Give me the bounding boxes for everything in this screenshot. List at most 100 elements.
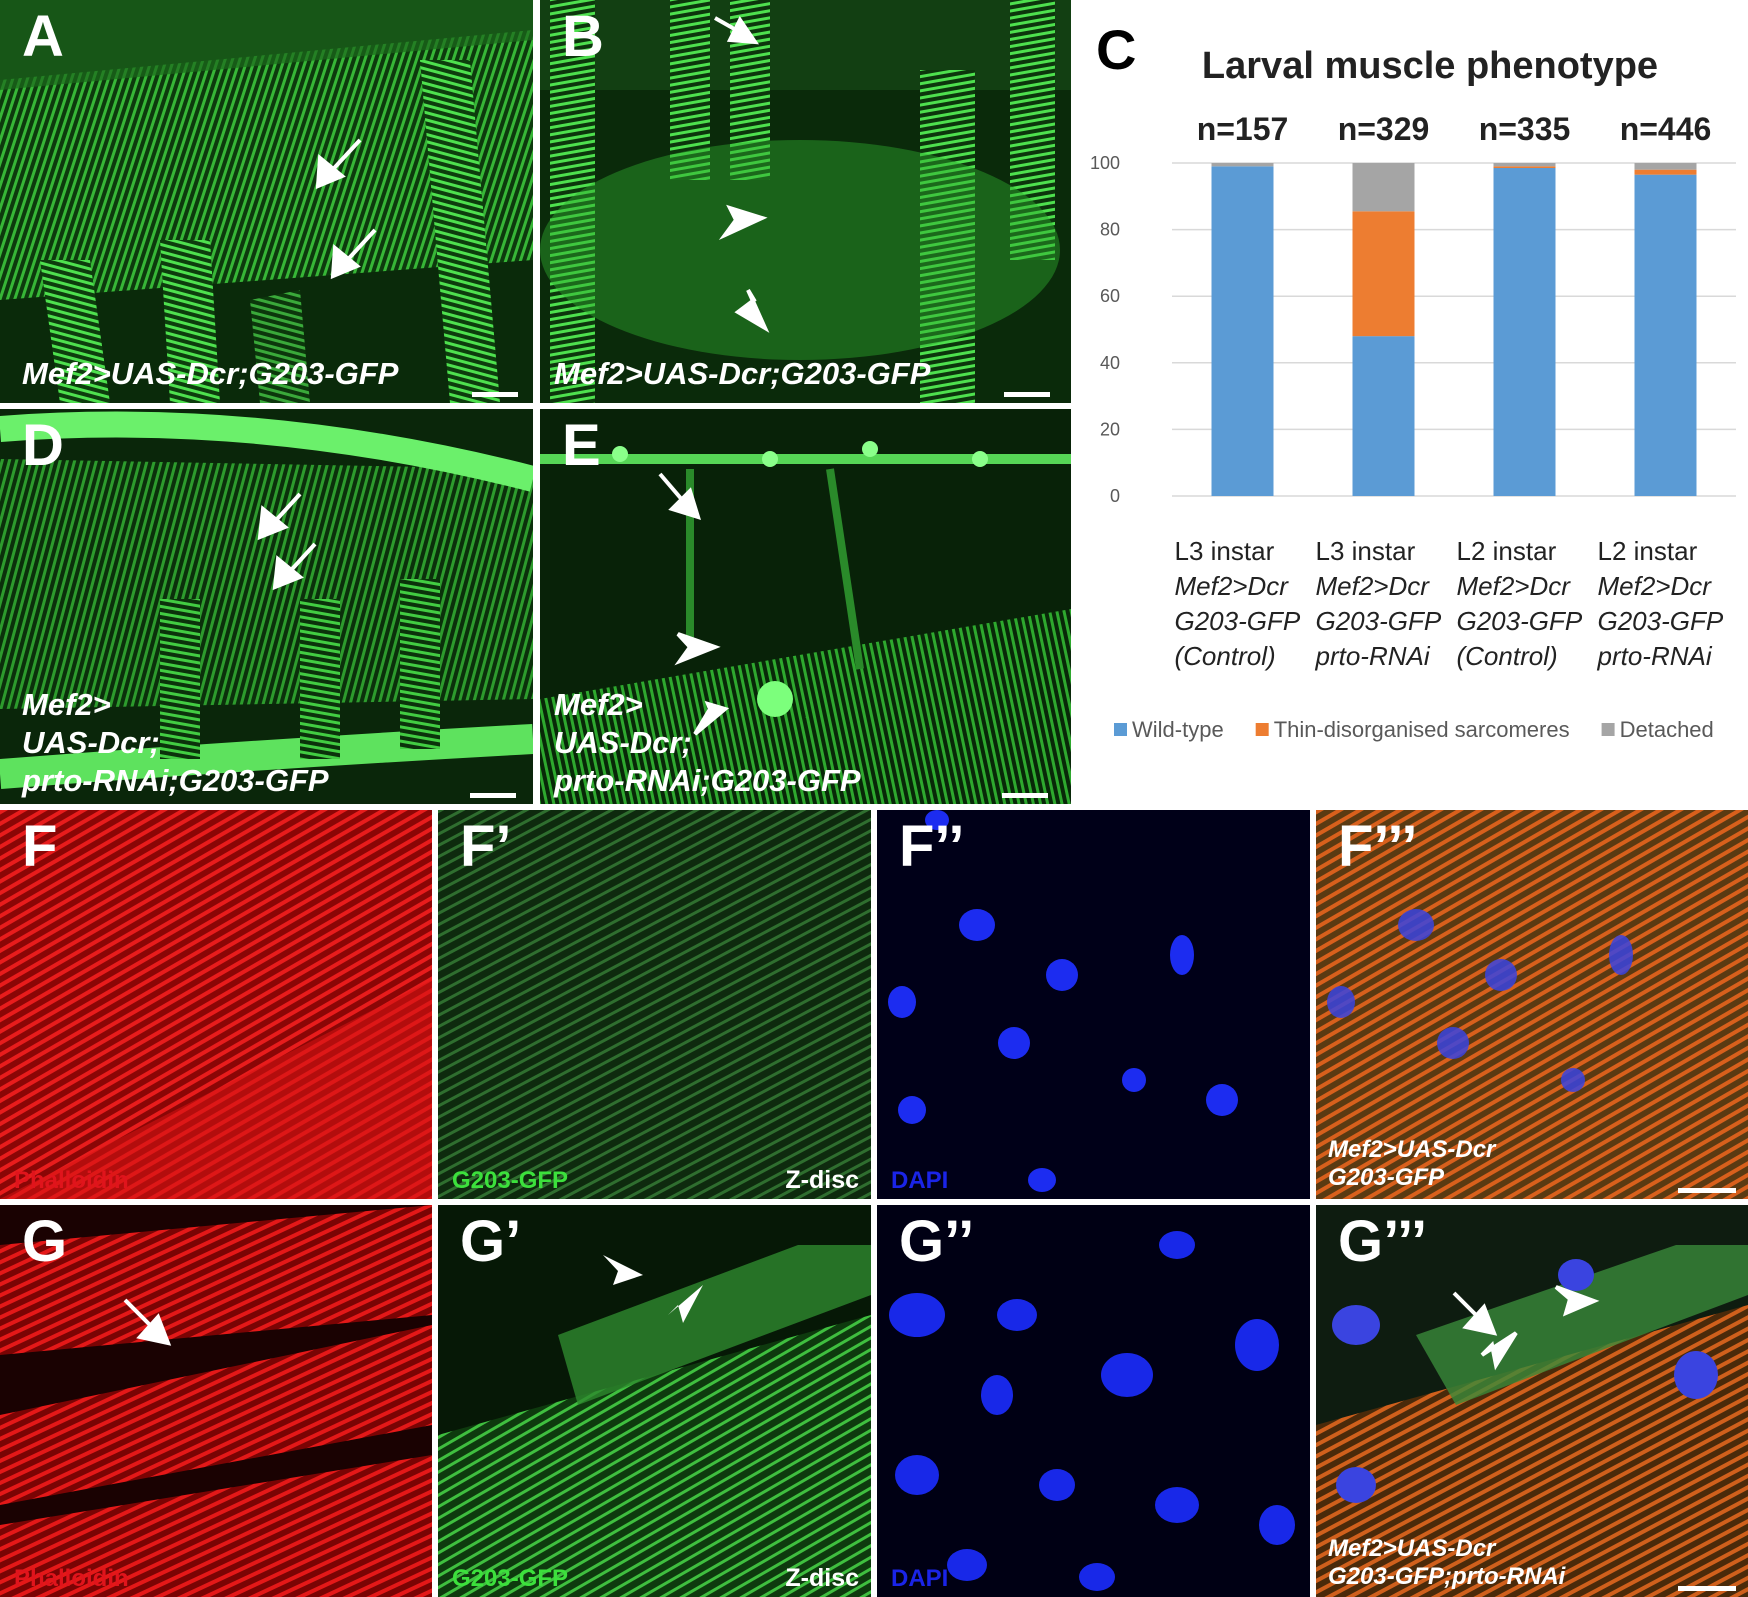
genotype-label: Mef2> UAS-Dcr; prto-RNAi;G203-GFP — [22, 687, 329, 798]
panel-d: D Mef2> UAS-Dcr; prto-RNAi;G203-GFP — [0, 409, 533, 804]
stacked-bar-chart: Larval muscle phenotype n=157 n=329 n=335 n… — [1090, 45, 1736, 742]
panel-g: G Phalloidin — [0, 1205, 432, 1597]
category-label: (Control) — [1457, 641, 1558, 671]
micrograph-g — [0, 1205, 432, 1597]
micrograph-g-prime — [438, 1205, 871, 1597]
category-label: L2 instar — [1598, 536, 1698, 566]
n-label: n=329 — [1338, 111, 1430, 147]
panel-letter: F’’’ — [1338, 814, 1418, 879]
category-label: G203-GFP — [1316, 606, 1442, 636]
legend-swatch — [1114, 723, 1127, 736]
category-label: L2 instar — [1457, 536, 1557, 566]
panel-letter: G’’’ — [1338, 1209, 1428, 1274]
category-label: prto-RNAi — [1597, 641, 1713, 671]
panel-letter: F — [22, 814, 58, 879]
category-label: prto-RNAi — [1315, 641, 1431, 671]
y-tick-label: 20 — [1100, 419, 1120, 439]
panel-f-double-prime: F’’ DAPI — [877, 810, 1310, 1199]
y-tick-label: 80 — [1100, 220, 1120, 240]
scale-bar — [1004, 392, 1050, 397]
bar-segment — [1634, 174, 1697, 496]
z-disc-label: Z-disc — [785, 1564, 859, 1592]
panel-f-prime: F’ G203-GFP Z-disc — [438, 810, 871, 1199]
bar-segment — [1352, 211, 1415, 337]
micrograph-b — [540, 0, 1071, 403]
panel-b: B Mef2>UAS-Dcr;G203-GFP — [540, 0, 1071, 403]
category-label: Mef2>Dcr — [1316, 571, 1431, 601]
bar-segment — [1493, 167, 1556, 496]
panel-f: F Phalloidin — [0, 810, 432, 1199]
stain-label: Phalloidin — [14, 1167, 129, 1194]
n-label: n=157 — [1197, 111, 1289, 147]
bar-segment — [1493, 163, 1556, 167]
scale-bar — [472, 392, 518, 397]
chart-title: Larval muscle phenotype — [1202, 45, 1658, 87]
panel-e: E Mef2> UAS-Dcr; prto-RNAi;G203-GFP — [540, 409, 1071, 804]
bar-segment — [1211, 166, 1274, 496]
micrograph-e — [540, 409, 1071, 804]
bar-segment — [1211, 163, 1274, 167]
panel-letter: D — [22, 413, 64, 478]
legend-label: Wild-type — [1132, 717, 1224, 742]
category-label: Mef2>Dcr — [1598, 571, 1713, 601]
panel-g-double-prime: G’’ DAPI — [877, 1205, 1310, 1597]
panel-letter: G — [22, 1209, 68, 1274]
n-label: n=446 — [1620, 111, 1712, 147]
z-disc-label: Z-disc — [785, 1166, 859, 1194]
category-label: (Control) — [1175, 641, 1276, 671]
category-label: G203-GFP — [1457, 606, 1583, 636]
genotype-label: Mef2>UAS-Dcr;G203-GFP — [554, 356, 931, 391]
micrograph-g-triple-prime — [1316, 1205, 1748, 1597]
category-label: L3 instar — [1316, 536, 1416, 566]
panel-letter: E — [562, 413, 601, 478]
micrograph-f-double-prime — [888, 810, 1238, 1192]
scale-bar — [1678, 1188, 1736, 1193]
genotype-label: Mef2> UAS-Dcr; prto-RNAi;G203-GFP — [554, 687, 861, 798]
panel-f-triple-prime: F’’’ Mef2>UAS-Dcr G203-GFP — [1316, 810, 1748, 1199]
legend-swatch — [1601, 723, 1615, 736]
genotype-label: Mef2>UAS-Dcr;G203-GFP — [22, 356, 399, 391]
legend-label: Thin-disorganised sarcomeres — [1274, 717, 1570, 742]
legend-swatch — [1255, 723, 1269, 736]
panel-c-chart: C Larval muscle phenotype n=157 n=329 n=33… — [1076, 0, 1748, 810]
y-tick-label: 40 — [1100, 353, 1120, 373]
y-tick-label: 100 — [1090, 153, 1120, 173]
panel-letter: C — [1096, 18, 1137, 81]
scale-bar — [1002, 793, 1048, 798]
panel-letter: G’’ — [899, 1209, 975, 1274]
category-label: G203-GFP — [1175, 606, 1301, 636]
y-tick-label: 60 — [1100, 286, 1120, 306]
bar-segment — [1634, 163, 1697, 170]
micrograph-f — [0, 810, 432, 1199]
scale-bar — [470, 793, 516, 798]
micrograph-g-double-prime — [889, 1231, 1295, 1591]
stain-label: G203-GFP — [452, 1565, 569, 1592]
genotype-label: Mef2>UAS-Dcr G203-GFP — [1328, 1136, 1496, 1192]
category-label: G203-GFP — [1598, 606, 1724, 636]
panel-letter: B — [562, 4, 604, 69]
n-label: n=335 — [1479, 111, 1571, 147]
stain-label: Phalloidin — [14, 1565, 129, 1592]
legend-label: Detached — [1620, 717, 1714, 742]
category-label: Mef2>Dcr — [1175, 571, 1290, 601]
category-label: L3 instar — [1175, 536, 1275, 566]
y-tick-label: 0 — [1110, 486, 1120, 506]
category-label: Mef2>Dcr — [1457, 571, 1572, 601]
panel-g-prime: G’ G203-GFP Z-disc — [438, 1205, 871, 1597]
micrograph-f-triple-prime — [1316, 810, 1748, 1199]
panel-letter: F’’ — [899, 814, 965, 879]
micrograph-d — [0, 409, 533, 804]
micrograph-a — [0, 0, 533, 403]
stain-label: G203-GFP — [452, 1167, 569, 1194]
bar-segment — [1493, 166, 1556, 168]
genotype-label: Mef2>UAS-Dcr G203-GFP;prto-RNAi — [1328, 1535, 1566, 1591]
bar-segment — [1352, 163, 1415, 212]
scale-bar — [1678, 1586, 1736, 1591]
bar-segment — [1634, 169, 1697, 175]
panel-g-triple-prime: G’’’ Mef2>UAS-Dcr G203-GFP;prto-RNAi — [1316, 1205, 1748, 1597]
stain-label: DAPI — [891, 1565, 949, 1592]
micrograph-f-prime — [438, 810, 871, 1199]
panel-a: A Mef2>UAS-Dcr;G203-GFP — [0, 0, 533, 403]
stain-label: DAPI — [891, 1167, 949, 1194]
panel-letter: A — [22, 4, 64, 69]
